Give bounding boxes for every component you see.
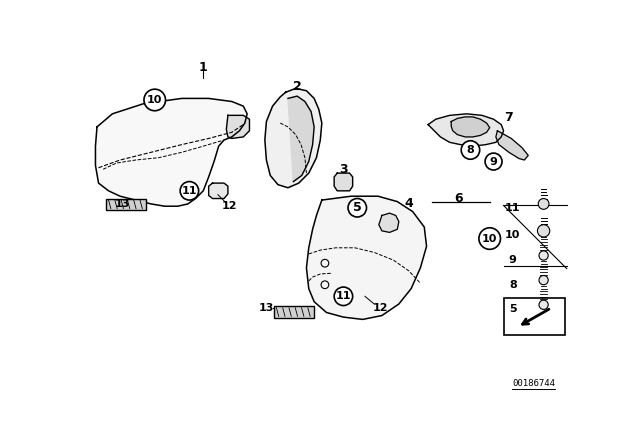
Text: 10: 10 (147, 95, 163, 105)
Text: 5: 5 (509, 304, 516, 314)
Text: 12: 12 (221, 201, 237, 211)
Text: 12: 12 (372, 303, 388, 313)
Text: 2: 2 (293, 80, 301, 93)
Polygon shape (265, 88, 322, 188)
Text: 11: 11 (505, 203, 520, 213)
Text: 7: 7 (504, 111, 513, 124)
Text: 9: 9 (490, 156, 497, 167)
Circle shape (539, 276, 548, 285)
Polygon shape (288, 96, 314, 181)
Circle shape (538, 225, 550, 237)
Circle shape (539, 300, 548, 310)
Text: 10: 10 (482, 233, 497, 244)
Circle shape (485, 153, 502, 170)
Circle shape (538, 198, 549, 209)
Text: 4: 4 (404, 198, 413, 211)
Text: 13: 13 (115, 199, 130, 209)
Circle shape (180, 181, 198, 200)
Polygon shape (209, 183, 228, 198)
Circle shape (461, 141, 480, 159)
Bar (106, 198, 147, 210)
Text: 8: 8 (509, 280, 516, 290)
Polygon shape (451, 117, 490, 137)
Circle shape (144, 89, 166, 111)
Bar (504, 298, 565, 335)
Polygon shape (428, 114, 504, 146)
Text: 00186744: 00186744 (512, 379, 555, 388)
Text: 1: 1 (199, 61, 207, 74)
Text: 13: 13 (259, 303, 274, 313)
Polygon shape (227, 116, 250, 138)
Circle shape (479, 228, 500, 250)
Polygon shape (379, 213, 399, 233)
Polygon shape (334, 173, 353, 191)
Circle shape (539, 251, 548, 260)
Bar (274, 306, 314, 318)
Text: 5: 5 (353, 201, 362, 214)
Text: 9: 9 (509, 255, 516, 265)
Polygon shape (95, 99, 247, 206)
Text: 11: 11 (182, 186, 197, 196)
Polygon shape (496, 131, 528, 160)
Text: 3: 3 (339, 163, 348, 176)
Text: 8: 8 (467, 145, 474, 155)
Polygon shape (307, 196, 427, 319)
Text: 11: 11 (335, 291, 351, 302)
Circle shape (334, 287, 353, 306)
Text: 10: 10 (505, 230, 520, 240)
Text: 6: 6 (454, 192, 463, 205)
Circle shape (348, 198, 367, 217)
